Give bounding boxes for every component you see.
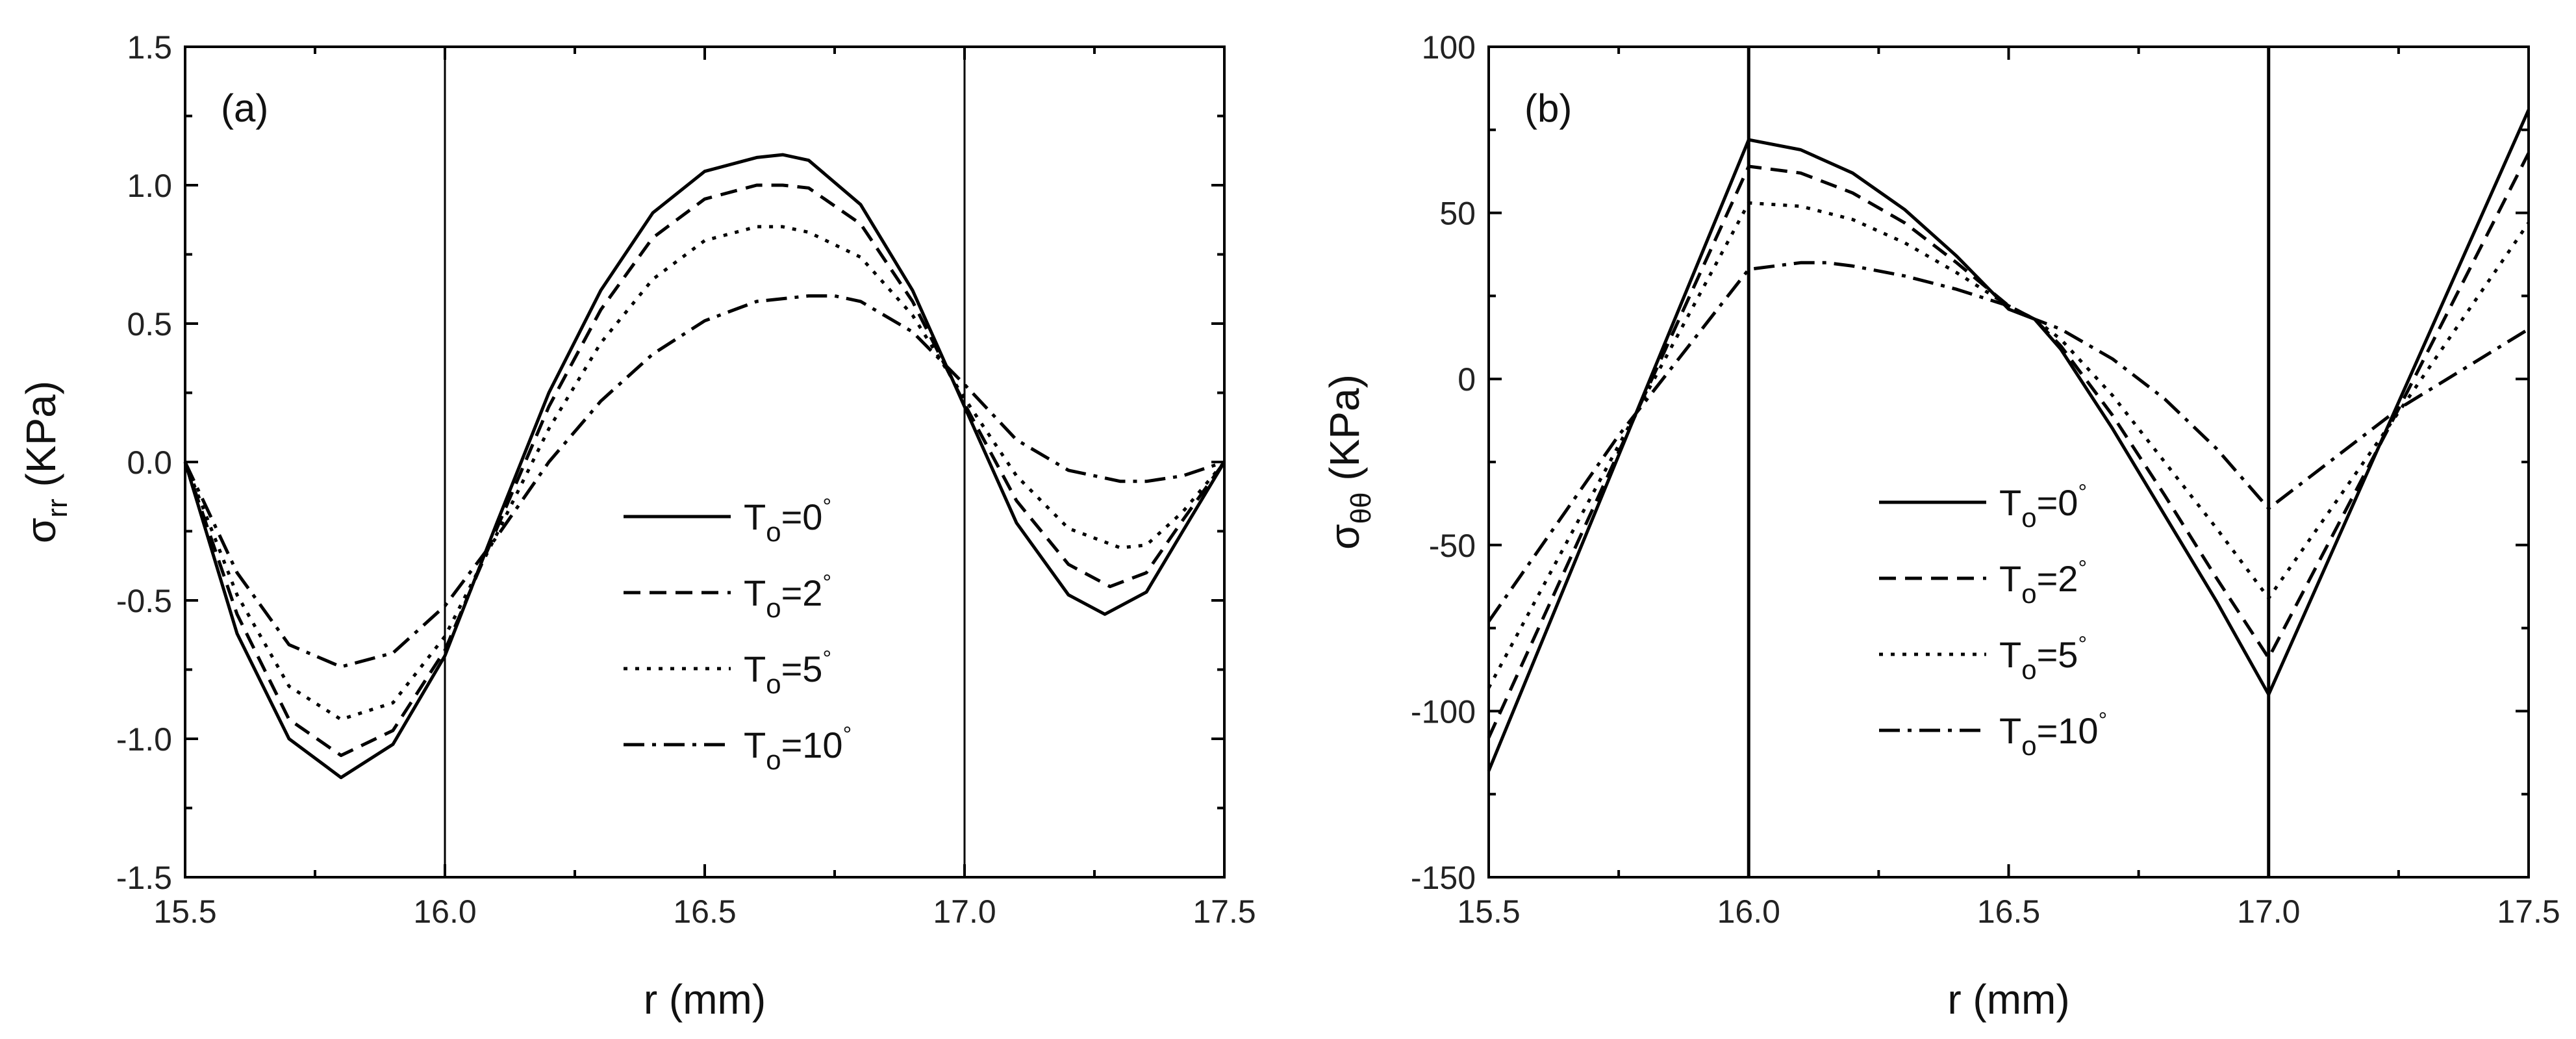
legend: To=0°To=2°To=5°To=10° [624, 494, 852, 775]
y-tick-label: -1.0 [116, 721, 172, 758]
y-axis-label-subscript: rr [42, 498, 73, 517]
legend-degree: ° [2078, 632, 2087, 657]
y-tick-label: 0.0 [127, 444, 172, 481]
y-tick-label: -50 [1429, 528, 1476, 564]
legend-symbol: T [1999, 558, 2021, 599]
series-line-3 [183, 294, 1225, 669]
legend-symbol: T [744, 572, 766, 613]
panel-a: 15.5 16.0 16.5 17.0 17.5 -1.5 -1.0 -0.5 0.0 0.5 1.… [18, 29, 1256, 1023]
x-axis-label: r (mm) [1947, 976, 2069, 1023]
legend-value: =0 [781, 496, 823, 537]
legend-value: =2 [781, 572, 823, 613]
y-tick-label: 0 [1458, 361, 1476, 398]
series-line-1 [1487, 152, 2531, 739]
legend-subscript: o [766, 593, 781, 623]
y-tick-label: 1.5 [127, 29, 172, 66]
y-tick-label: 0.5 [127, 306, 172, 342]
legend-subscript: o [766, 745, 781, 775]
y-tick-label: -150 [1411, 860, 1476, 896]
legend-value: =2 [2037, 558, 2078, 599]
y-axis-label-symbol: σ [18, 518, 64, 544]
legend-degree: ° [2099, 708, 2108, 733]
legend-subscript: o [766, 669, 781, 699]
legend-entry-1: To=2° [744, 571, 831, 623]
x-tick-label: 16.0 [1717, 893, 1780, 930]
legend-entry-1: To=2° [1999, 556, 2087, 609]
legend-degree: ° [843, 723, 852, 747]
legend-degree: ° [2078, 480, 2087, 505]
series-line-2 [183, 225, 1226, 721]
x-tick-label: 17.0 [2237, 893, 2300, 930]
panel-label: (a) [221, 86, 268, 130]
x-tick-label: 17.5 [2497, 893, 2560, 930]
legend-subscript: o [2021, 654, 2036, 685]
x-tick-label: 16.0 [413, 893, 476, 930]
y-tick-label: -0.5 [116, 583, 172, 619]
legend-entry-3: To=10° [1999, 708, 2107, 761]
legend-symbol: T [1999, 710, 2021, 751]
series-line-0 [183, 153, 1226, 780]
legend-value: =10 [781, 725, 843, 765]
legend-value: =5 [781, 648, 823, 689]
series-line-3 [1487, 261, 2530, 622]
x-axis-label: r (mm) [644, 976, 766, 1023]
series-line-2 [1487, 201, 2531, 689]
legend-degree: ° [822, 494, 831, 519]
legend: To=0°To=2°To=5°To=10° [1879, 480, 2107, 761]
legend-value: =10 [2037, 710, 2099, 751]
legend-degree: ° [2078, 556, 2087, 581]
legend-symbol: T [1999, 634, 2021, 675]
series-line-1 [183, 183, 1226, 758]
legend-entry-0: To=0° [744, 494, 831, 547]
legend-entry-2: To=5° [744, 647, 831, 699]
legend-entry-0: To=0° [1999, 480, 2087, 533]
legend-degree: ° [822, 647, 831, 671]
x-tick-label: 15.5 [1457, 893, 1520, 930]
y-axis-label: σrr (KPa) [18, 381, 73, 543]
legend-entry-3: To=10° [744, 723, 852, 775]
x-tick-label: 16.5 [1977, 893, 2040, 930]
legend-subscript: o [766, 517, 781, 547]
y-axis-label-symbol: σ [1321, 524, 1368, 550]
y-axis-label-subscript: θθ [1345, 492, 1377, 524]
legend-subscript: o [2021, 578, 2036, 609]
y-axis-label-unit: (KPa) [18, 381, 64, 498]
x-tick-label: 16.5 [673, 893, 736, 930]
legend-symbol: T [744, 496, 766, 537]
legend-subscript: o [2021, 502, 2036, 533]
panel-label: (b) [1524, 86, 1572, 130]
x-tick-label: 17.5 [1193, 893, 1256, 930]
y-tick-label: -100 [1411, 693, 1476, 730]
y-axis-label-unit: (KPa) [1321, 374, 1368, 492]
x-tick-label: 17.0 [933, 893, 996, 930]
panel-b: 15.5 16.0 16.5 17.0 17.5 -150 -100 -50 0 50 100 (b)… [1321, 29, 2560, 1023]
legend-degree: ° [822, 571, 831, 595]
legend-symbol: T [1999, 482, 2021, 523]
legend-symbol: T [744, 725, 766, 765]
y-tick-label: 1.0 [127, 168, 172, 204]
legend-symbol: T [744, 648, 766, 689]
legend-value: =5 [2037, 634, 2078, 675]
y-tick-label: -1.5 [116, 860, 172, 896]
legend-subscript: o [2021, 730, 2036, 761]
y-tick-label: 50 [1439, 196, 1476, 232]
legend-value: =0 [2037, 482, 2078, 523]
y-axis-label: σθθ (KPa) [1321, 374, 1377, 550]
x-tick-label: 15.5 [153, 893, 216, 930]
y-tick-label: 100 [1422, 29, 1476, 66]
legend-entry-2: To=5° [1999, 632, 2087, 685]
